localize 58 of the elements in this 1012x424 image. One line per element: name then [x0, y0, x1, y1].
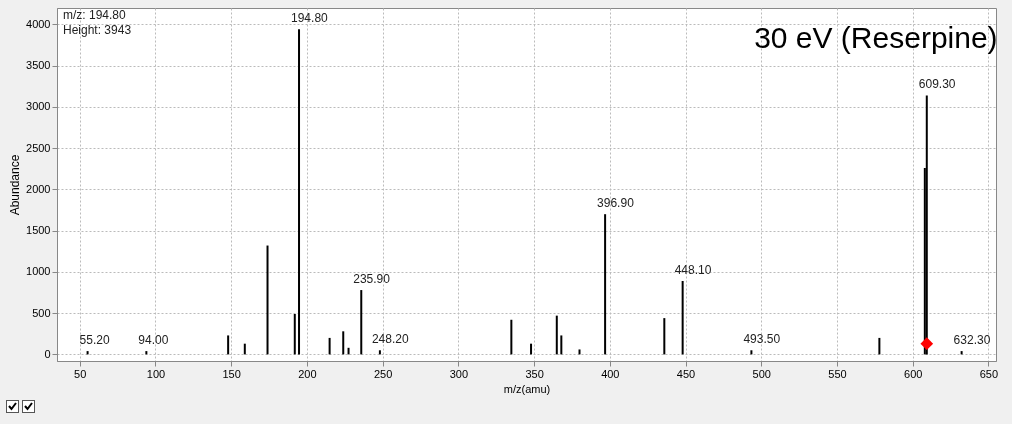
y-tick-label: 2000 — [26, 182, 51, 195]
y-axis-title: Abundance — [8, 154, 23, 216]
y-tick-label: 1000 — [26, 265, 51, 278]
x-tick-label: 500 — [752, 367, 771, 380]
annotation: 94.00 — [138, 333, 169, 348]
bar — [347, 347, 350, 355]
y-tick-label: 3500 — [26, 59, 51, 72]
x-tick-label: 100 — [146, 367, 166, 380]
bar — [342, 331, 345, 355]
y-tick-label: 4000 — [26, 18, 51, 30]
bar — [378, 350, 381, 355]
bar — [266, 245, 269, 355]
annotation: Height: 3943 — [63, 23, 132, 37]
bar — [360, 290, 363, 355]
annotation: 55.20 — [79, 333, 110, 348]
bar — [925, 95, 928, 355]
y-tick-label: 3000 — [26, 100, 51, 113]
annotation: 448.10 — [674, 263, 712, 277]
bar — [560, 335, 563, 355]
y-tick-label: 2500 — [26, 141, 51, 154]
bar — [298, 29, 301, 355]
annotation: 609.30 — [918, 77, 956, 92]
x-tick-label: 400 — [601, 367, 620, 380]
bar — [293, 313, 296, 355]
x-tick-label: 600 — [904, 367, 923, 380]
x-tick-label: 300 — [449, 367, 469, 380]
bar — [555, 315, 558, 355]
bar — [578, 349, 581, 355]
bar — [328, 337, 331, 355]
x-tick-label: 450 — [676, 367, 696, 380]
annotation: 396.90 — [597, 196, 635, 211]
x-tick-label: 200 — [298, 367, 317, 380]
x-tick-label: 250 — [373, 367, 393, 380]
annotation: 194.80 — [291, 11, 329, 26]
x-tick-label: 550 — [828, 367, 847, 380]
y-tick-label: 1500 — [26, 224, 51, 237]
annotation: 493.50 — [743, 332, 781, 347]
bar — [663, 318, 666, 355]
annotation: 248.20 — [371, 332, 409, 347]
x-tick-label: 650 — [979, 367, 999, 380]
y-tick-label: 500 — [32, 306, 51, 319]
annotation: 235.90 — [353, 272, 391, 287]
bar — [681, 281, 684, 355]
bar — [750, 350, 753, 355]
bar — [878, 337, 881, 355]
x-tick-label: 50 — [74, 367, 87, 380]
bar — [243, 343, 246, 355]
annotation: 632.30 — [953, 333, 991, 348]
x-axis-title: m/z(amu) — [503, 382, 551, 395]
bar — [604, 214, 607, 355]
y-tick-label: 0 — [44, 347, 51, 360]
bar — [510, 319, 513, 355]
bar — [530, 343, 533, 355]
bar — [227, 335, 230, 355]
chart-title: 30 eV (Reserpine) — [754, 21, 998, 54]
annotation: m/z: 194.80 — [63, 8, 127, 22]
x-tick-label: 150 — [222, 367, 241, 380]
x-tick-label: 350 — [525, 367, 544, 380]
